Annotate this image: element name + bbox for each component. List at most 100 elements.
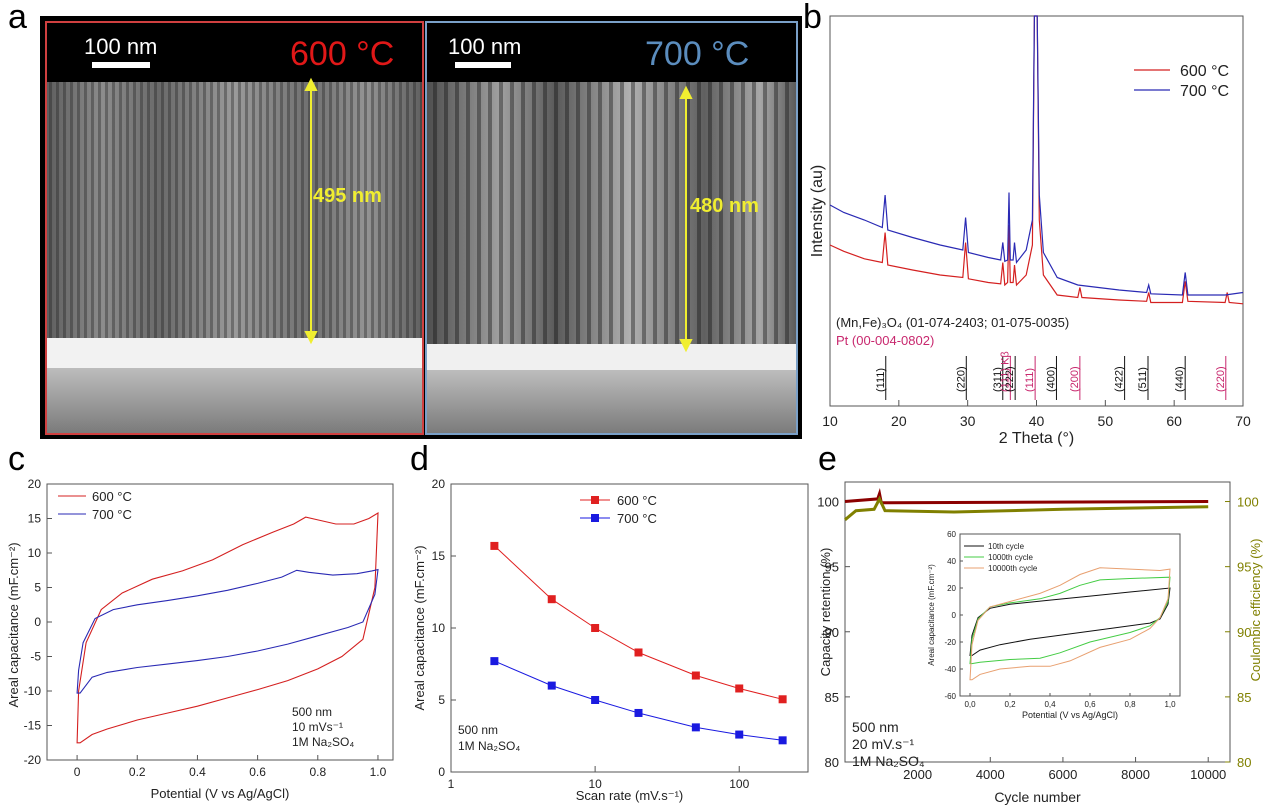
y2-axis-label: Coulombic efficiency (%) bbox=[1248, 539, 1263, 682]
x-tick-label: 10000 bbox=[1190, 767, 1226, 782]
note-line-2: 1M Na₂SO₄ bbox=[292, 735, 354, 749]
data-point-1-1 bbox=[547, 681, 556, 690]
x-tick-label: 2000 bbox=[903, 767, 932, 782]
cv-loop-0 bbox=[76, 511, 379, 744]
legend-label-0: 600 °C bbox=[617, 493, 657, 508]
ref-label-5: (111) bbox=[1024, 368, 1036, 392]
y-axis-label: Areal capacitance (mF.cm⁻²) bbox=[6, 542, 21, 707]
note-line-0: 500 nm bbox=[852, 719, 899, 735]
scale-bar-left bbox=[92, 62, 150, 68]
legend-label-1: 700 °C bbox=[92, 507, 132, 522]
x-tick-label: 100 bbox=[729, 777, 749, 791]
data-point-0-1 bbox=[547, 595, 556, 604]
temp-label-700: 700 °C bbox=[645, 35, 749, 73]
data-point-0-5 bbox=[735, 684, 744, 693]
inset-y-tick-label: -20 bbox=[944, 638, 956, 647]
y2-tick-label: 90 bbox=[1237, 625, 1251, 640]
x-tick-label: 10 bbox=[588, 777, 602, 791]
x-tick-label: 1 bbox=[448, 777, 455, 791]
x-axis-label: Potential (V vs Ag/AgCl) bbox=[151, 786, 290, 801]
xrd-line-0 bbox=[829, 15, 1244, 305]
x-tick-label: 0 bbox=[74, 765, 81, 779]
data-point-0-0 bbox=[490, 541, 499, 550]
x-tick-label: 0.2 bbox=[129, 765, 146, 779]
y-tick-label: 15 bbox=[432, 549, 446, 563]
y-tick-label: 5 bbox=[34, 581, 41, 595]
inset-x-tick-label: 0,0 bbox=[964, 700, 976, 709]
plot-frame bbox=[450, 483, 809, 773]
y-axis-label: Areal capacitance (mF.cm⁻²) bbox=[412, 545, 427, 710]
note-line-1: 10 mVs⁻¹ bbox=[292, 720, 343, 734]
y-tick-label: 90 bbox=[825, 625, 839, 640]
scale-label-left: 100 nm bbox=[84, 34, 157, 59]
y-tick-label: 5 bbox=[438, 693, 445, 707]
ref-label-11: (220) bbox=[1215, 366, 1227, 392]
chart-rate: 0 5 10 15 20 1 10 100 600 °C 700 °C 500 nm 1M Na₂SO… bbox=[412, 477, 809, 803]
ref-label-4: (222) bbox=[1004, 366, 1016, 392]
temp-label-600: 600 °C bbox=[290, 35, 394, 73]
legend-label-0: 600 °C bbox=[92, 489, 132, 504]
x-tick-label: 8000 bbox=[1121, 767, 1150, 782]
inset-x-tick-label: 0,2 bbox=[1004, 700, 1016, 709]
panel-label-a: a bbox=[8, 0, 27, 36]
y2-tick-label: 85 bbox=[1237, 690, 1251, 705]
ref-label-7: (200) bbox=[1069, 366, 1081, 392]
inset-x-tick-label: 0,6 bbox=[1084, 700, 1096, 709]
series-line-1 bbox=[494, 660, 783, 741]
inset-x-tick-label: 1,0 bbox=[1164, 700, 1176, 709]
y-tick-label: 80 bbox=[825, 755, 839, 770]
y-tick-label: 10 bbox=[28, 546, 42, 560]
data-point-0-4 bbox=[691, 671, 700, 680]
scale-bar-right bbox=[455, 62, 511, 68]
note-line-1: 1M Na₂SO₄ bbox=[458, 739, 520, 753]
ref-title-mn: (Mn,Fe)₃O₄ (01-074-2403; 01-075-0035) bbox=[836, 315, 1069, 330]
sem-image-700 bbox=[425, 21, 798, 435]
x-axis-label: Scan rate (mV.s⁻¹) bbox=[576, 788, 684, 803]
y-tick-label: 20 bbox=[432, 477, 446, 491]
inset-frame bbox=[959, 533, 1181, 697]
inset-y-tick-label: 20 bbox=[947, 584, 956, 593]
data-point-1-4 bbox=[691, 723, 700, 732]
thickness-arrow-left bbox=[304, 77, 318, 345]
x-tick-label: 30 bbox=[960, 413, 976, 429]
y-tick-label: 100 bbox=[817, 495, 839, 510]
panel-label-b: b bbox=[803, 0, 822, 36]
data-point-1-0 bbox=[490, 657, 499, 666]
x-axis-label: Cycle number bbox=[994, 789, 1081, 805]
thickness-label-right: 480 nm bbox=[690, 195, 759, 217]
ref-title-pt: Pt (00-004-0802) bbox=[836, 333, 934, 348]
plot-frame bbox=[46, 483, 394, 761]
x-tick-label: 0.6 bbox=[249, 765, 266, 779]
y-tick-label: 0 bbox=[438, 765, 445, 779]
y-tick-label: -20 bbox=[24, 753, 42, 767]
series-line-0 bbox=[494, 545, 783, 700]
inset-x-tick-label: 0,8 bbox=[1124, 700, 1136, 709]
data-point-1-6 bbox=[778, 736, 787, 745]
note-line-1: 20 mV.s⁻¹ bbox=[852, 736, 914, 752]
inset-x-axis-label: Potential (V vs Ag/AgCl) bbox=[1022, 710, 1118, 720]
thickness-arrow-right bbox=[679, 85, 693, 353]
y-tick-label: 10 bbox=[432, 621, 446, 635]
x-tick-label: 70 bbox=[1235, 413, 1251, 429]
legend-label-0: 600 °C bbox=[1180, 63, 1229, 80]
data-point-1-3 bbox=[634, 708, 643, 717]
panel-label-e: e bbox=[818, 440, 837, 478]
note-line-2: 1M Na₂SO₄ bbox=[852, 753, 925, 769]
y-tick-label: -10 bbox=[24, 684, 42, 698]
x-tick-label: 0.4 bbox=[189, 765, 206, 779]
chart-xrd: 10 20 30 40 50 60 70 2 Theta (°) Intensity (au) 6… bbox=[809, 15, 1251, 447]
sem-panel: 100 nm 100 nm 600 °C 700 °C 495 nm 480 n… bbox=[40, 16, 802, 439]
cycling-line-0 bbox=[844, 487, 1209, 505]
y-tick-label: -5 bbox=[30, 650, 41, 664]
scale-label-right: 100 nm bbox=[448, 34, 521, 59]
data-point-1-5 bbox=[735, 730, 744, 739]
inset-y-tick-label: 60 bbox=[947, 530, 956, 539]
cycling-line-1 bbox=[844, 495, 1209, 521]
y2-tick-label: 80 bbox=[1237, 755, 1251, 770]
x-tick-label: 4000 bbox=[976, 767, 1005, 782]
x-tick-label: 60 bbox=[1166, 413, 1182, 429]
chart-cv: -20 -15 -10 -5 0 5 10 15 20 0 0.2 0.4 0.6 0.8 1.0 600 °… bbox=[6, 477, 394, 801]
ref-label-3: (111) Kβ bbox=[999, 351, 1011, 392]
x-tick-label: 1.0 bbox=[370, 765, 387, 779]
